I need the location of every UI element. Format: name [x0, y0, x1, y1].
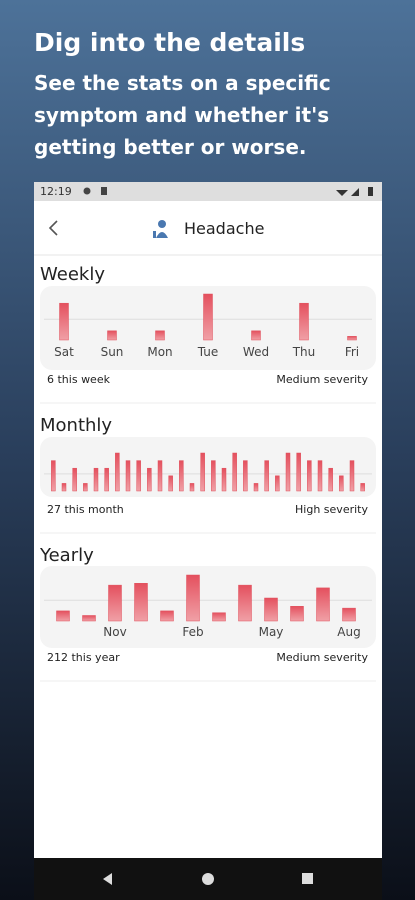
bar — [307, 460, 312, 492]
severity-label: Medium severity — [276, 651, 368, 664]
count-label: 27 this month — [47, 503, 124, 516]
subtitle-line: getting better or worse. — [34, 135, 306, 159]
count-label: 212 this year — [47, 651, 120, 664]
bar — [179, 460, 184, 492]
bar — [59, 302, 69, 341]
bar — [349, 460, 355, 492]
bar — [264, 597, 278, 622]
bar — [211, 460, 216, 492]
settings-icon — [83, 187, 91, 195]
chart-card — [40, 566, 376, 648]
x-tick-label: Sun — [101, 345, 124, 359]
nav-recents[interactable] — [302, 873, 313, 884]
bar — [251, 330, 261, 341]
headache-icon — [153, 220, 168, 238]
bar — [238, 584, 252, 622]
status-bar — [34, 182, 382, 201]
bar — [160, 610, 174, 622]
bar — [147, 467, 152, 492]
bar — [136, 460, 141, 492]
bar — [107, 330, 117, 341]
signal-icon — [351, 188, 359, 196]
bar — [168, 475, 173, 492]
x-tick-label: Mon — [147, 345, 172, 359]
bar — [186, 574, 200, 622]
x-tick-label: Thu — [292, 345, 316, 359]
bar — [347, 336, 357, 341]
bar — [232, 452, 237, 492]
section-title: Yearly — [39, 545, 94, 566]
x-tick-label: Fri — [345, 345, 359, 359]
bar — [104, 467, 109, 492]
count-label: 6 this week — [47, 373, 111, 386]
severity-label: Medium severity — [276, 373, 368, 386]
app-title: Headache — [184, 219, 264, 238]
bar — [51, 460, 56, 492]
bar — [61, 483, 67, 492]
bar — [339, 475, 344, 492]
bar — [212, 612, 226, 622]
bar — [203, 293, 213, 341]
bar — [200, 452, 205, 492]
bar — [285, 452, 291, 492]
x-tick-label: Wed — [243, 345, 269, 359]
severity-label: High severity — [295, 503, 368, 516]
nav-back[interactable] — [103, 873, 112, 885]
bar — [189, 483, 195, 492]
bar — [221, 467, 227, 492]
bar — [328, 467, 333, 492]
section-title: Monthly — [40, 415, 112, 436]
x-tick-label: Sat — [54, 345, 74, 359]
subtitle-line: See the stats on a specific — [34, 71, 331, 95]
bar — [317, 460, 323, 492]
bar — [253, 483, 259, 492]
bar — [134, 583, 148, 622]
x-tick-label: Aug — [337, 625, 360, 639]
bar — [108, 584, 122, 622]
back-button[interactable] — [48, 220, 58, 236]
bar — [275, 475, 280, 492]
bar — [243, 460, 248, 492]
bar — [299, 302, 309, 341]
status-time: 12:19 — [40, 185, 72, 198]
bar — [264, 460, 269, 492]
bar — [93, 467, 99, 492]
sd-icon — [101, 187, 107, 195]
chart-card — [40, 437, 376, 497]
headline: Dig into the details — [34, 28, 305, 57]
bar — [115, 452, 120, 492]
bar — [316, 587, 330, 622]
bar — [56, 610, 70, 622]
section-title: Weekly — [40, 264, 105, 285]
x-tick-label: May — [259, 625, 284, 639]
battery-icon — [368, 187, 373, 196]
bar — [155, 330, 165, 341]
wifi-icon — [336, 190, 348, 196]
bar — [290, 606, 304, 622]
x-tick-label: Tue — [197, 345, 219, 359]
bar — [296, 452, 301, 492]
bar — [157, 460, 163, 492]
nav-home[interactable] — [202, 873, 214, 885]
bar — [82, 615, 96, 622]
bar — [342, 607, 356, 622]
bar — [360, 483, 365, 492]
subtitle-line: symptom and whether it's — [34, 103, 329, 127]
x-tick-label: Nov — [103, 625, 126, 639]
bar — [72, 467, 77, 492]
x-tick-label: Feb — [182, 625, 203, 639]
bar — [125, 460, 131, 492]
bar — [83, 483, 88, 492]
